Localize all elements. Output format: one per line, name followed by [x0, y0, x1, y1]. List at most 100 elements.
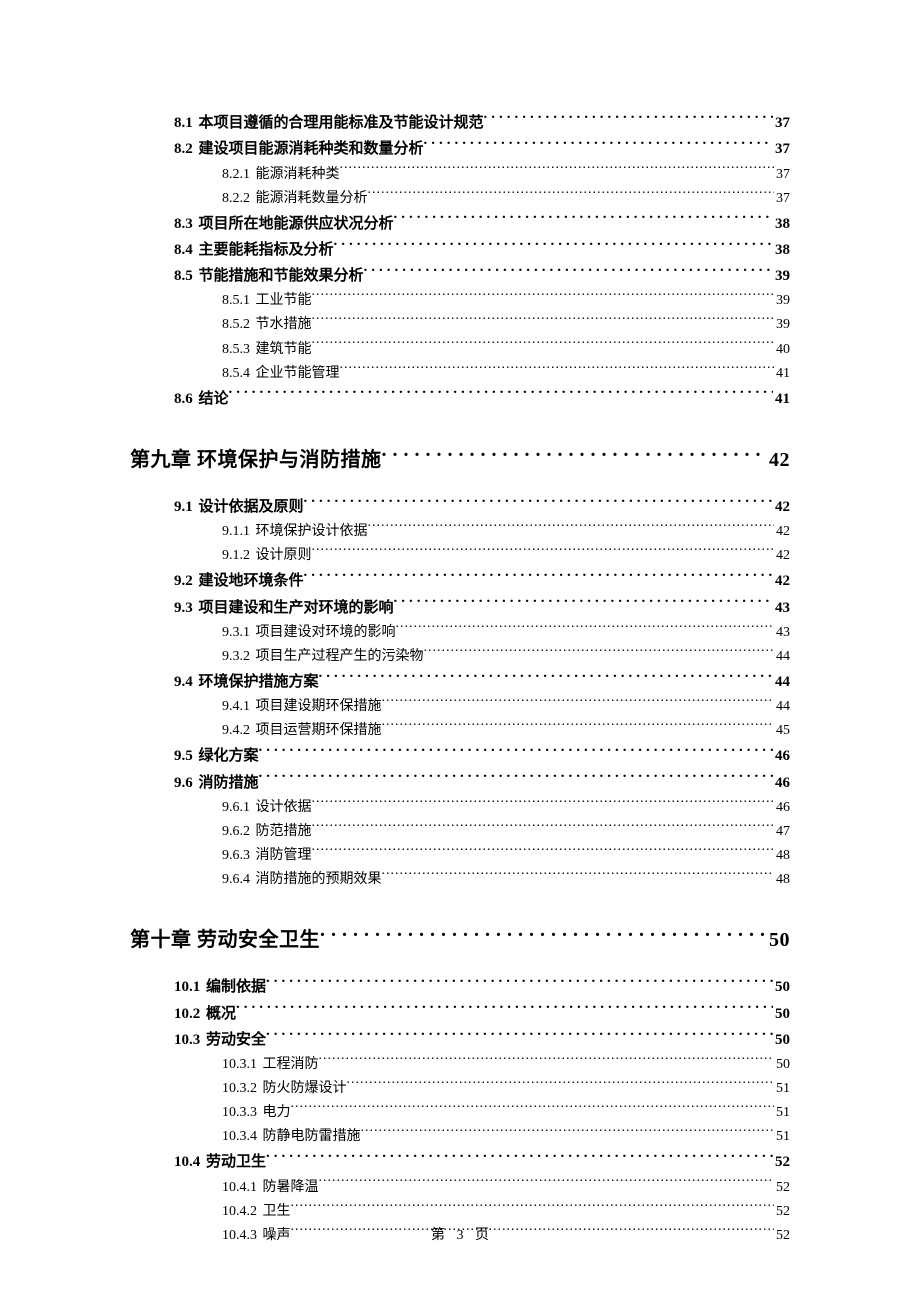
toc-entry-page: 50: [767, 924, 790, 956]
toc-entry: 8.2 建设项目能源消耗种类和数量分析.....................…: [174, 136, 790, 162]
toc-entry: 8.5.1 工业节能..............................…: [222, 289, 790, 313]
toc-entry-number: 10.3.2: [222, 1081, 259, 1096]
toc-leader: ........................................…: [361, 1126, 775, 1140]
toc-entry-text: 防范措施: [256, 824, 312, 839]
toc-entry-page: 48: [774, 868, 790, 892]
toc-entry-number: 9.6.2: [222, 824, 252, 839]
toc-leader-dots: ........................................…: [312, 545, 775, 559]
toc-leader: ........................................…: [340, 363, 775, 377]
toc-entry-page: 37: [773, 110, 790, 136]
toc-entry-label: 9.1.2 设计原则: [222, 544, 312, 568]
toc-entry-text: 设计依据及原则: [199, 499, 304, 515]
toc-leader-dots: ........................................…: [236, 1003, 773, 1018]
toc-entry-label: 10.2 概况: [174, 1001, 236, 1027]
toc-entry: 9.6.3 消防管理..............................…: [222, 844, 790, 868]
toc-entry-page: 37: [773, 136, 790, 162]
toc-entry-text: 建设地环境条件: [199, 573, 304, 589]
toc-entry: 9.3.2 项目生产过程产生的污染物......................…: [222, 645, 790, 669]
toc-entry-page: 40: [774, 338, 790, 362]
toc-entry-number: 9.4.1: [222, 699, 252, 714]
toc-entry-label: 8.2.2 能源消耗数量分析: [222, 187, 368, 211]
toc-entry-page: 41: [774, 362, 790, 386]
toc-leader-dots: ........................................…: [334, 239, 773, 254]
toc-leader-dots: ........................................…: [259, 772, 773, 787]
toc-leader: ........................................…: [319, 1177, 775, 1191]
toc-entry-text: 电力: [263, 1105, 291, 1120]
toc-entry-text: 建筑节能: [256, 342, 312, 357]
toc-leader: ........................................…: [320, 926, 767, 946]
toc-leader-dots: ........................................…: [312, 290, 775, 304]
toc-leader-dots: ........................................…: [312, 314, 775, 328]
toc-entry-number: 8.2: [174, 141, 195, 157]
toc-entry: 10.2 概况.................................…: [174, 1001, 790, 1027]
toc-entry-page: 37: [774, 163, 790, 187]
toc-entry-number: 9.3: [174, 600, 195, 616]
toc-leader: ........................................…: [312, 845, 775, 859]
toc-entry-text: 节能措施和节能效果分析: [199, 268, 364, 284]
toc-entry: 10.4.2 卫生...............................…: [222, 1200, 790, 1224]
toc-entry-number: 9.2: [174, 573, 195, 589]
toc-entry-label: 9.6 消防措施: [174, 770, 259, 796]
toc-entry-number: 10.3.1: [222, 1057, 259, 1072]
toc-entry: 10.3.2 防火防爆设计...........................…: [222, 1077, 790, 1101]
toc-entry-number: 9.6.4: [222, 872, 252, 887]
toc-entry-page: 43: [773, 595, 790, 621]
toc-entry-label: 10.3.2 防火防爆设计: [222, 1077, 347, 1101]
toc-entry-label: 9.6.4 消防措施的预期效果: [222, 868, 382, 892]
toc-entry-number: 8.2.2: [222, 191, 252, 206]
toc-entry-label: 第十章 劳动安全卫生: [130, 924, 320, 956]
toc-leader: ........................................…: [312, 797, 775, 811]
toc-leader: ........................................…: [259, 772, 773, 787]
toc-entry-text: 设计原则: [256, 548, 312, 563]
toc-entry: 9.3 项目建设和生产对环境的影响.......................…: [174, 595, 790, 621]
table-of-contents: 8.1 本项目遵循的合理用能标准及节能设计规范.................…: [130, 110, 790, 1248]
toc-entry-number: 9.3.2: [222, 649, 252, 664]
toc-entry: 10.4.1 防暑降温.............................…: [222, 1176, 790, 1200]
toc-entry: 第九章 环境保护与消防措施...........................…: [130, 444, 790, 476]
toc-entry-number: 9.6.3: [222, 848, 252, 863]
toc-leader: ........................................…: [266, 1151, 773, 1166]
toc-entry-number: 10.3.3: [222, 1105, 259, 1120]
toc-leader: ........................................…: [304, 496, 773, 511]
toc-leader: ........................................…: [304, 570, 773, 585]
toc-entry-label: 10.4.2 卫生: [222, 1200, 291, 1224]
toc-entry: 10.4 劳动卫生...............................…: [174, 1149, 790, 1175]
toc-leader: ........................................…: [394, 213, 773, 228]
toc-entry-label: 9.1 设计依据及原则: [174, 494, 304, 520]
toc-entry: 第十章 劳动安全卫生..............................…: [130, 924, 790, 956]
toc-entry: 8.5.4 企业节能管理............................…: [222, 362, 790, 386]
toc-entry-number: 10.4: [174, 1154, 202, 1170]
toc-entry-text: 环境保护措施方案: [199, 674, 319, 690]
toc-entry: 8.4 主要能耗指标及分析...........................…: [174, 237, 790, 263]
toc-entry-text: 绿化方案: [199, 748, 259, 764]
toc-leader: ........................................…: [368, 521, 775, 535]
toc-entry-page: 50: [773, 1027, 790, 1053]
toc-entry-page: 50: [773, 1001, 790, 1027]
toc-leader-dots: ........................................…: [347, 1078, 775, 1092]
toc-leader-dots: ........................................…: [304, 496, 773, 511]
toc-entry-label: 9.4.1 项目建设期环保措施: [222, 695, 382, 719]
toc-entry-text: 建设项目能源消耗种类和数量分析: [199, 141, 424, 157]
toc-leader-dots: ........................................…: [291, 1102, 775, 1116]
toc-entry-page: 51: [774, 1125, 790, 1149]
toc-entry: 9.6.2 防范措施..............................…: [222, 820, 790, 844]
toc-leader-dots: ........................................…: [340, 164, 775, 178]
toc-leader: ........................................…: [236, 1003, 773, 1018]
toc-leader-dots: ........................................…: [424, 138, 773, 153]
toc-entry-label: 9.2 建设地环境条件: [174, 568, 304, 594]
toc-entry-number: 8.5.3: [222, 342, 252, 357]
toc-entry-page: 52: [773, 1149, 790, 1175]
toc-leader-dots: ........................................…: [312, 821, 775, 835]
toc-entry-text: 卫生: [263, 1204, 291, 1219]
toc-chapter-text: 环境保护与消防措施: [197, 449, 382, 471]
toc-entry-number: 8.5.2: [222, 317, 252, 332]
toc-entry-page: 46: [774, 796, 790, 820]
toc-entry-page: 44: [773, 669, 790, 695]
footer-suffix: 页: [471, 1228, 493, 1243]
toc-leader-dots: ........................................…: [266, 976, 773, 991]
toc-entry-number: 9.4: [174, 674, 195, 690]
toc-entry-page: 52: [774, 1176, 790, 1200]
toc-entry-label: 9.1.1 环境保护设计依据: [222, 520, 368, 544]
toc-leader-dots: ........................................…: [320, 926, 767, 946]
toc-entry-number: 9.1.2: [222, 548, 252, 563]
